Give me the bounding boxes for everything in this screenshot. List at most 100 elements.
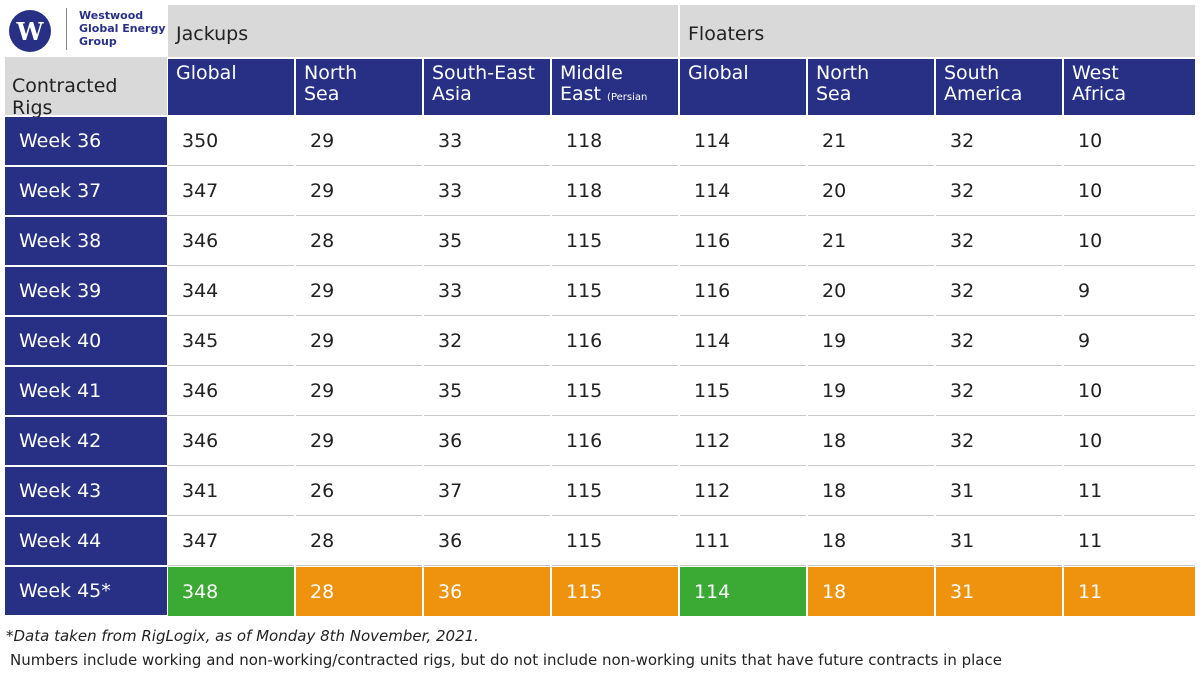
value-cell: 31 <box>936 517 1062 566</box>
value-cell: 36 <box>424 517 550 566</box>
column-note: (Persian Gulf) <box>560 92 648 127</box>
value-cell: 31 <box>936 467 1062 516</box>
value-cell: 32 <box>936 267 1062 316</box>
value-cell: 116 <box>552 417 678 466</box>
value-cell: 29 <box>296 117 422 166</box>
value-cell: 345 <box>168 317 294 366</box>
column-header-line: South <box>944 62 1000 84</box>
value-cell: 20 <box>808 267 934 316</box>
value-cell: 18 <box>808 417 934 466</box>
row-label: Week 37 <box>5 167 167 215</box>
value-cell: 10 <box>1064 367 1195 416</box>
value-cell: 115 <box>552 267 678 316</box>
value-cell: 11 <box>1064 567 1195 616</box>
value-cell: 115 <box>552 517 678 566</box>
value-cell: 31 <box>936 567 1062 616</box>
row-label: Week 45* <box>5 567 167 615</box>
column-header: North Sea <box>808 59 934 115</box>
value-cell: 32 <box>424 317 550 366</box>
value-cell: 18 <box>808 567 934 616</box>
value-cell: 21 <box>808 117 934 166</box>
column-header-line: Global <box>176 62 237 84</box>
column-header-line: Sea <box>816 83 852 105</box>
value-cell: 10 <box>1064 217 1195 266</box>
value-cell: 29 <box>296 367 422 416</box>
value-cell: 26 <box>296 467 422 516</box>
value-cell: 347 <box>168 517 294 566</box>
value-cell: 115 <box>552 367 678 416</box>
column-header: South America <box>936 59 1062 115</box>
column-header: South-East Asia <box>424 59 550 115</box>
value-cell: 114 <box>680 117 806 166</box>
value-cell: 347 <box>168 167 294 216</box>
value-cell: 35 <box>424 217 550 266</box>
row-label: Week 41 <box>5 367 167 415</box>
value-cell: 29 <box>296 417 422 466</box>
value-cell: 112 <box>680 417 806 466</box>
group-header: Jackups <box>168 5 678 57</box>
value-cell: 114 <box>680 317 806 366</box>
value-cell: 18 <box>808 467 934 516</box>
column-header: North Sea <box>296 59 422 115</box>
row-label: Week 43 <box>5 467 167 515</box>
value-cell: 36 <box>424 567 550 616</box>
logo-line: Westwood <box>79 9 144 22</box>
value-cell: 37 <box>424 467 550 516</box>
value-cell: 111 <box>680 517 806 566</box>
value-cell: 32 <box>936 117 1062 166</box>
column-header-line: West <box>1072 62 1119 84</box>
value-cell: 9 <box>1064 267 1195 316</box>
value-cell: 116 <box>680 267 806 316</box>
value-cell: 350 <box>168 117 294 166</box>
value-cell: 11 <box>1064 467 1195 516</box>
column-header-line: South-East <box>432 62 536 84</box>
value-cell: 28 <box>296 567 422 616</box>
value-cell: 114 <box>680 567 806 616</box>
value-cell: 116 <box>552 317 678 366</box>
logo-line: Global Energy <box>79 22 166 35</box>
value-cell: 9 <box>1064 317 1195 366</box>
value-cell: 346 <box>168 417 294 466</box>
value-cell: 118 <box>552 117 678 166</box>
row-label: Week 44 <box>5 517 167 565</box>
value-cell: 10 <box>1064 167 1195 216</box>
value-cell: 35 <box>424 367 550 416</box>
column-header-line: North <box>816 62 870 84</box>
column-header: Middle East (Persian Gulf) <box>552 59 678 127</box>
value-cell: 33 <box>424 117 550 166</box>
group-header: Floaters <box>680 5 1195 57</box>
value-cell: 33 <box>424 167 550 216</box>
value-cell: 341 <box>168 467 294 516</box>
footnote: *Data taken from RigLogix, as of Monday … <box>6 627 479 645</box>
value-cell: 112 <box>680 467 806 516</box>
column-header-line: Africa <box>1072 83 1127 105</box>
corner-header: Contracted Rigs <box>5 57 167 119</box>
column-header: Global <box>680 59 806 115</box>
value-cell: 33 <box>424 267 550 316</box>
column-header-line: Asia <box>432 83 472 105</box>
value-cell: 344 <box>168 267 294 316</box>
logo-text: Westwood Global Energy Group <box>79 9 166 48</box>
row-label: Week 36 <box>5 117 167 165</box>
value-cell: 18 <box>808 517 934 566</box>
logo-mark: W <box>9 10 51 52</box>
value-cell: 32 <box>936 367 1062 416</box>
value-cell: 21 <box>808 217 934 266</box>
value-cell: 115 <box>552 467 678 516</box>
value-cell: 116 <box>680 217 806 266</box>
value-cell: 10 <box>1064 117 1195 166</box>
value-cell: 114 <box>680 167 806 216</box>
value-cell: 36 <box>424 417 550 466</box>
value-cell: 115 <box>680 367 806 416</box>
column-header: West Africa <box>1064 59 1195 115</box>
logo-line: Group <box>79 35 117 48</box>
row-label: Week 38 <box>5 217 167 265</box>
value-cell: 348 <box>168 567 294 616</box>
value-cell: 20 <box>808 167 934 216</box>
value-cell: 346 <box>168 367 294 416</box>
value-cell: 19 <box>808 367 934 416</box>
row-label: Week 40 <box>5 317 167 365</box>
row-label: Week 42 <box>5 417 167 465</box>
value-cell: 115 <box>552 217 678 266</box>
column-header-line: Middle <box>560 62 623 84</box>
